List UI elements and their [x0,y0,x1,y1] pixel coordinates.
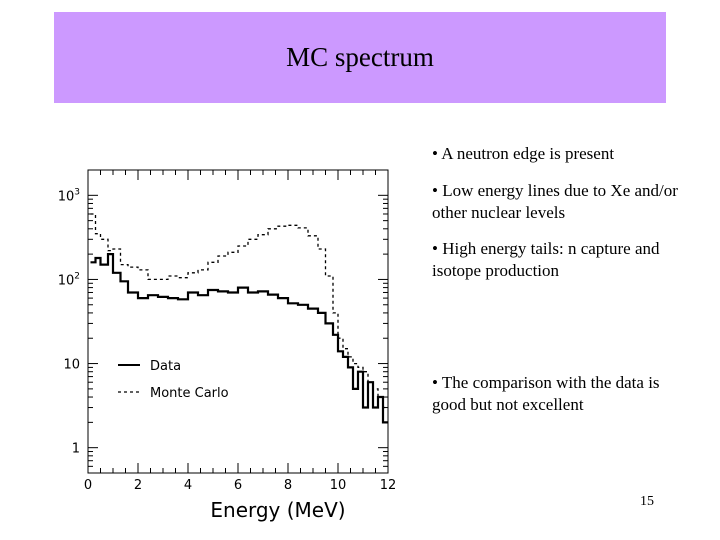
slide-title: MC spectrum [286,42,434,72]
slide-number: 15 [640,494,654,509]
x-tick-label: 4 [184,478,192,493]
y-tick-label: 10 [63,358,80,373]
x-tick-label: 0 [84,478,92,493]
y-tick-label: 1 [72,442,80,457]
bullet-item: • A neutron edge is present [432,144,615,163]
bullet-item: • High energy tails: n capture and isoto… [432,239,660,280]
bullet-item: • The comparison with the data is good b… [432,373,660,414]
y-tick-exponent: 2 [74,271,80,281]
axis-ticks [87,169,389,473]
title-band: MC spectrum [54,12,666,103]
y-tick-label: 103 [58,187,80,204]
legend: Data Monte Carlo [118,359,229,401]
x-tick-label: 2 [134,478,142,493]
legend-label: Monte Carlo [150,386,229,401]
bullet-item: • Low energy lines due to Xe and/or othe… [432,181,678,222]
monte-carlo-series-line [90,213,388,409]
x-tick-label: 12 [380,478,397,493]
data-series-line [90,253,388,424]
x-tick-label: 10 [330,478,347,493]
legend-label: Data [150,359,181,374]
y-tick-exponent: 3 [74,187,80,197]
chart-svg: 0 2 4 6 8 10 12 1 10 102 103 Data Monte Carlo Energ… [58,169,397,522]
x-tick-label: 8 [284,478,292,493]
plot-frame [87,169,389,474]
y-tick-label: 102 [58,271,80,288]
x-axis-label: Energy (MeV) [210,498,345,522]
x-tick-label: 6 [234,478,242,493]
series-layer [90,213,388,424]
spectrum-chart: 0 2 4 6 8 10 12 1 10 102 103 Data Monte Carlo Energ… [48,160,408,530]
tick-labels: 0 2 4 6 8 10 12 1 10 102 103 [58,187,397,493]
